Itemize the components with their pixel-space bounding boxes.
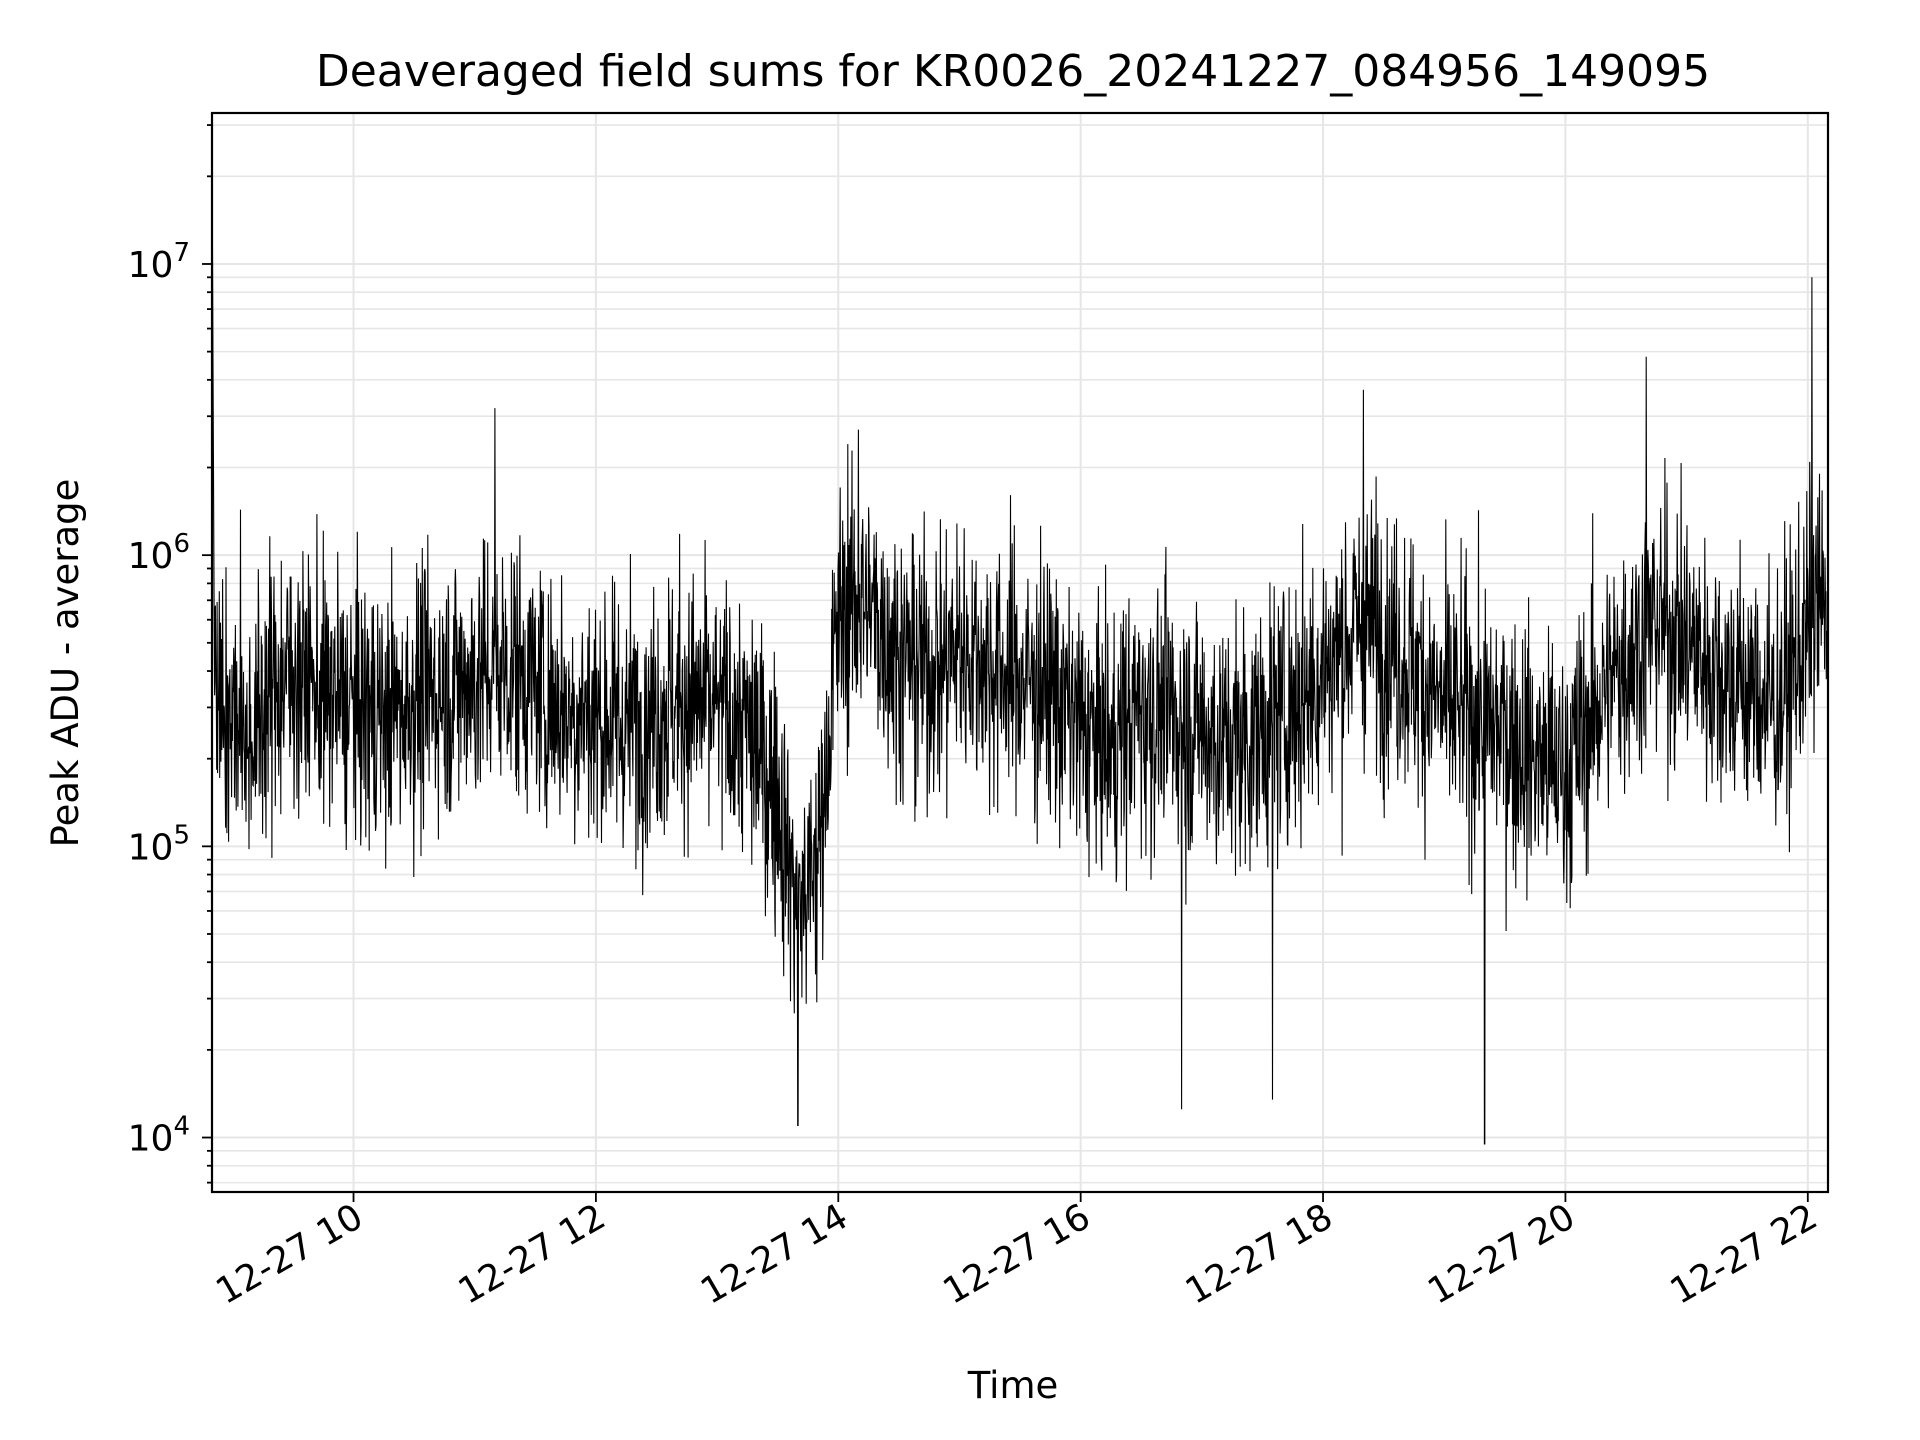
plot-frame [210,111,1830,1194]
y-tick-label: 104 [128,1112,190,1160]
chart-title: Deaveraged field sums for KR0026_2024122… [316,46,1710,97]
y-tick-label: 107 [128,238,190,286]
series-line [211,164,1829,1145]
y-tick-label: 106 [128,529,190,577]
y-axis-label: Peak ADU - average [44,479,87,848]
series-path [211,164,1829,1145]
y-tick-label: 105 [128,820,190,868]
grid [212,113,1828,1192]
x-axis-label: Time [967,1364,1059,1407]
